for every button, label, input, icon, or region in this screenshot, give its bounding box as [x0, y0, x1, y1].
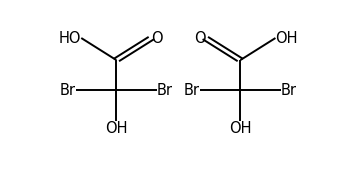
Text: HO: HO: [59, 31, 81, 45]
Text: Br: Br: [281, 83, 297, 98]
Text: O: O: [151, 31, 163, 45]
Text: Br: Br: [184, 83, 200, 98]
Text: Br: Br: [157, 83, 173, 98]
Text: O: O: [194, 31, 205, 45]
Text: Br: Br: [60, 83, 76, 98]
Text: OH: OH: [229, 121, 252, 136]
Text: OH: OH: [105, 121, 128, 136]
Text: OH: OH: [276, 31, 298, 45]
